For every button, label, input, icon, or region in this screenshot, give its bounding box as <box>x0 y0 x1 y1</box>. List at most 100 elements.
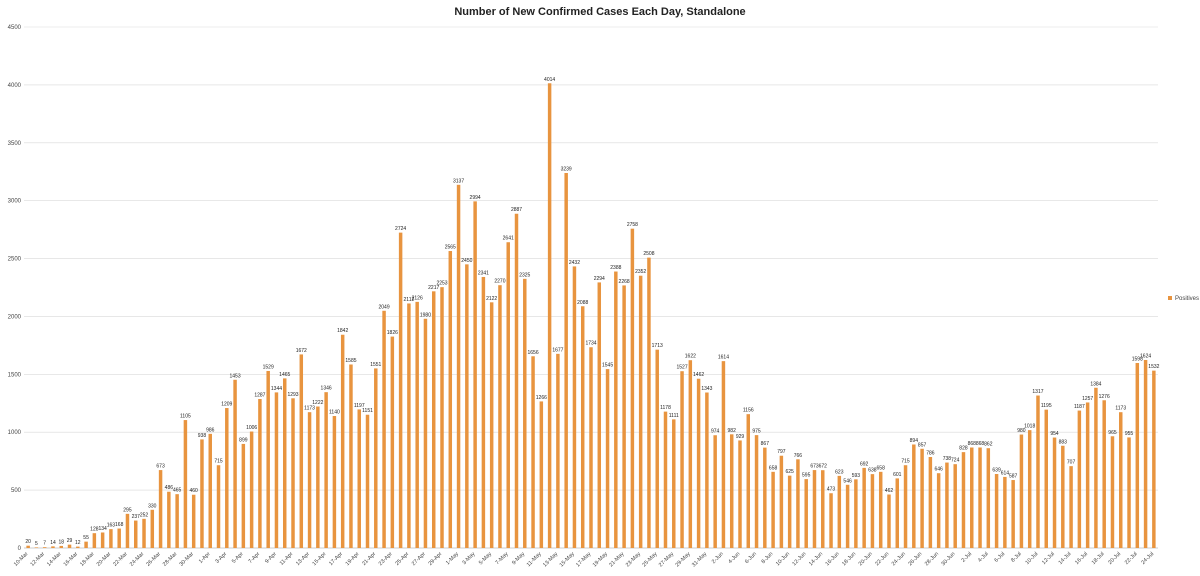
data-label: 766 <box>794 453 803 459</box>
x-tick-label: 24-Jul <box>1140 551 1155 566</box>
bar <box>1085 402 1090 548</box>
y-tick-label: 2000 <box>8 314 22 320</box>
data-label: 1527 <box>676 365 687 371</box>
data-label: 5 <box>35 541 38 547</box>
data-label: 1197 <box>354 403 365 409</box>
data-label: 899 <box>239 437 248 443</box>
bar <box>580 306 585 548</box>
x-tick-label: 13-May <box>542 551 559 568</box>
data-label: 715 <box>901 459 910 465</box>
bar <box>895 478 900 548</box>
data-label: 2112 <box>404 297 415 303</box>
bar <box>1119 412 1123 548</box>
data-label: 1624 <box>1140 353 1151 359</box>
data-label: 7 <box>43 541 46 547</box>
x-tick-label: 8-Jul <box>1010 551 1023 564</box>
data-label: 2294 <box>594 276 605 282</box>
data-label: 2641 <box>503 236 514 242</box>
bar <box>804 479 808 548</box>
data-label: 1842 <box>337 328 348 334</box>
data-label: 929 <box>736 434 745 440</box>
data-label: 128 <box>90 527 99 533</box>
data-label: 692 <box>860 461 869 467</box>
x-tick-label: 11-Apr <box>279 551 295 567</box>
data-label: 1343 <box>701 386 712 392</box>
bar <box>1127 437 1131 548</box>
x-tick-label: 12-Mar <box>30 551 47 568</box>
bar <box>42 547 47 548</box>
data-label: 1195 <box>1041 403 1052 409</box>
x-tick-label: 15-Apr <box>312 551 328 567</box>
bar <box>316 406 320 548</box>
bar <box>1011 480 1015 548</box>
x-tick-label: 2-Jul <box>961 551 974 564</box>
x-tick-label: 16-Jul <box>1074 551 1089 566</box>
x-tick-label: 19-May <box>592 551 609 568</box>
data-label: 2388 <box>610 265 621 271</box>
bar <box>721 361 726 548</box>
data-label: 1006 <box>246 425 257 431</box>
x-tick-label: 13-Apr <box>295 551 311 567</box>
data-label: 1384 <box>1090 381 1101 387</box>
data-label: 2049 <box>379 304 390 310</box>
data-label: 237 <box>132 514 141 520</box>
bar <box>763 447 767 548</box>
data-label: 2758 <box>627 222 638 228</box>
x-tick-label: 26-Jun <box>907 551 923 567</box>
x-tick-label: 21-Apr <box>361 551 377 567</box>
x-tick-label: 17-Apr <box>328 551 344 567</box>
data-label: 1266 <box>536 395 547 401</box>
data-label: 2724 <box>395 226 406 232</box>
x-tick-label: 11-May <box>526 551 543 568</box>
data-label: 1173 <box>1115 406 1126 412</box>
bar <box>862 467 866 548</box>
data-label: 1622 <box>685 354 696 360</box>
bar <box>821 470 825 548</box>
bar <box>150 509 155 548</box>
data-label: 2126 <box>412 295 423 301</box>
data-label: 18 <box>58 539 64 545</box>
data-label: 658 <box>877 465 886 471</box>
data-label: 980 <box>1017 428 1026 434</box>
y-tick-label: 4000 <box>8 83 22 89</box>
data-label: 2432 <box>569 260 580 266</box>
x-tick-label: 15-May <box>559 551 576 568</box>
data-label: 938 <box>198 433 207 439</box>
bar <box>912 444 916 548</box>
bar <box>696 378 701 548</box>
x-tick-label: 5-Apr <box>231 551 245 565</box>
x-tick-label: 22-Jun <box>874 551 890 567</box>
bar <box>837 475 842 548</box>
data-label: 1156 <box>743 408 754 414</box>
bar <box>374 368 378 548</box>
x-tick-label: 8-Jun <box>761 551 775 565</box>
bar <box>630 228 635 549</box>
data-label: 639 <box>992 468 1001 474</box>
legend-swatch <box>1168 296 1172 300</box>
bar <box>26 545 30 548</box>
data-label: 614 <box>1001 470 1010 476</box>
data-label: 857 <box>918 442 927 448</box>
data-label: 862 <box>984 442 993 448</box>
bar <box>167 491 171 548</box>
bar <box>605 369 610 548</box>
data-label: 55 <box>83 535 89 541</box>
x-tick-label: 20-Mar <box>96 551 113 568</box>
bar <box>961 452 966 548</box>
y-tick-label: 1000 <box>8 430 22 436</box>
bar <box>134 520 138 548</box>
data-label: 982 <box>728 428 737 434</box>
bar <box>1077 410 1082 548</box>
bar <box>448 251 453 548</box>
y-tick-label: 4500 <box>8 25 22 31</box>
bar <box>191 494 196 548</box>
bar <box>142 518 146 548</box>
x-tick-label: 3-May <box>461 551 476 566</box>
bar <box>183 420 188 548</box>
bar <box>34 547 39 548</box>
data-label: 593 <box>852 473 861 479</box>
bar <box>1069 466 1073 548</box>
bar <box>1102 400 1106 548</box>
bar <box>274 392 279 548</box>
